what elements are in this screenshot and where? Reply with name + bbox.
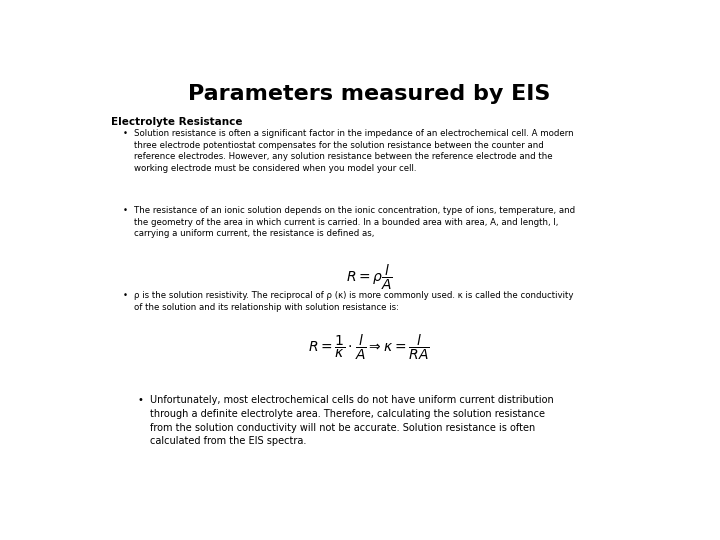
Text: The resistance of an ionic solution depends on the ionic concentration, type of : The resistance of an ionic solution depe… (133, 206, 575, 238)
Text: $R = \dfrac{1}{\kappa}\cdot\dfrac{l}{A} \Rightarrow \kappa = \dfrac{l}{RA}$: $R = \dfrac{1}{\kappa}\cdot\dfrac{l}{A} … (308, 333, 430, 362)
Text: •: • (138, 395, 143, 406)
Text: Electrolyte Resistance: Electrolyte Resistance (111, 117, 243, 127)
Text: Solution resistance is often a significant factor in the impedance of an electro: Solution resistance is often a significa… (133, 129, 573, 173)
Text: Unfortunately, most electrochemical cells do not have uniform current distributi: Unfortunately, most electrochemical cell… (150, 395, 554, 446)
Text: Parameters measured by EIS: Parameters measured by EIS (188, 84, 550, 104)
Text: •: • (122, 129, 127, 138)
Text: •: • (122, 206, 127, 215)
Text: •: • (122, 292, 127, 300)
Text: $R = \rho\dfrac{l}{A}$: $R = \rho\dfrac{l}{A}$ (346, 262, 392, 292)
Text: ρ is the solution resistivity. The reciprocal of ρ (κ) is more commonly used. κ : ρ is the solution resistivity. The recip… (133, 292, 573, 312)
